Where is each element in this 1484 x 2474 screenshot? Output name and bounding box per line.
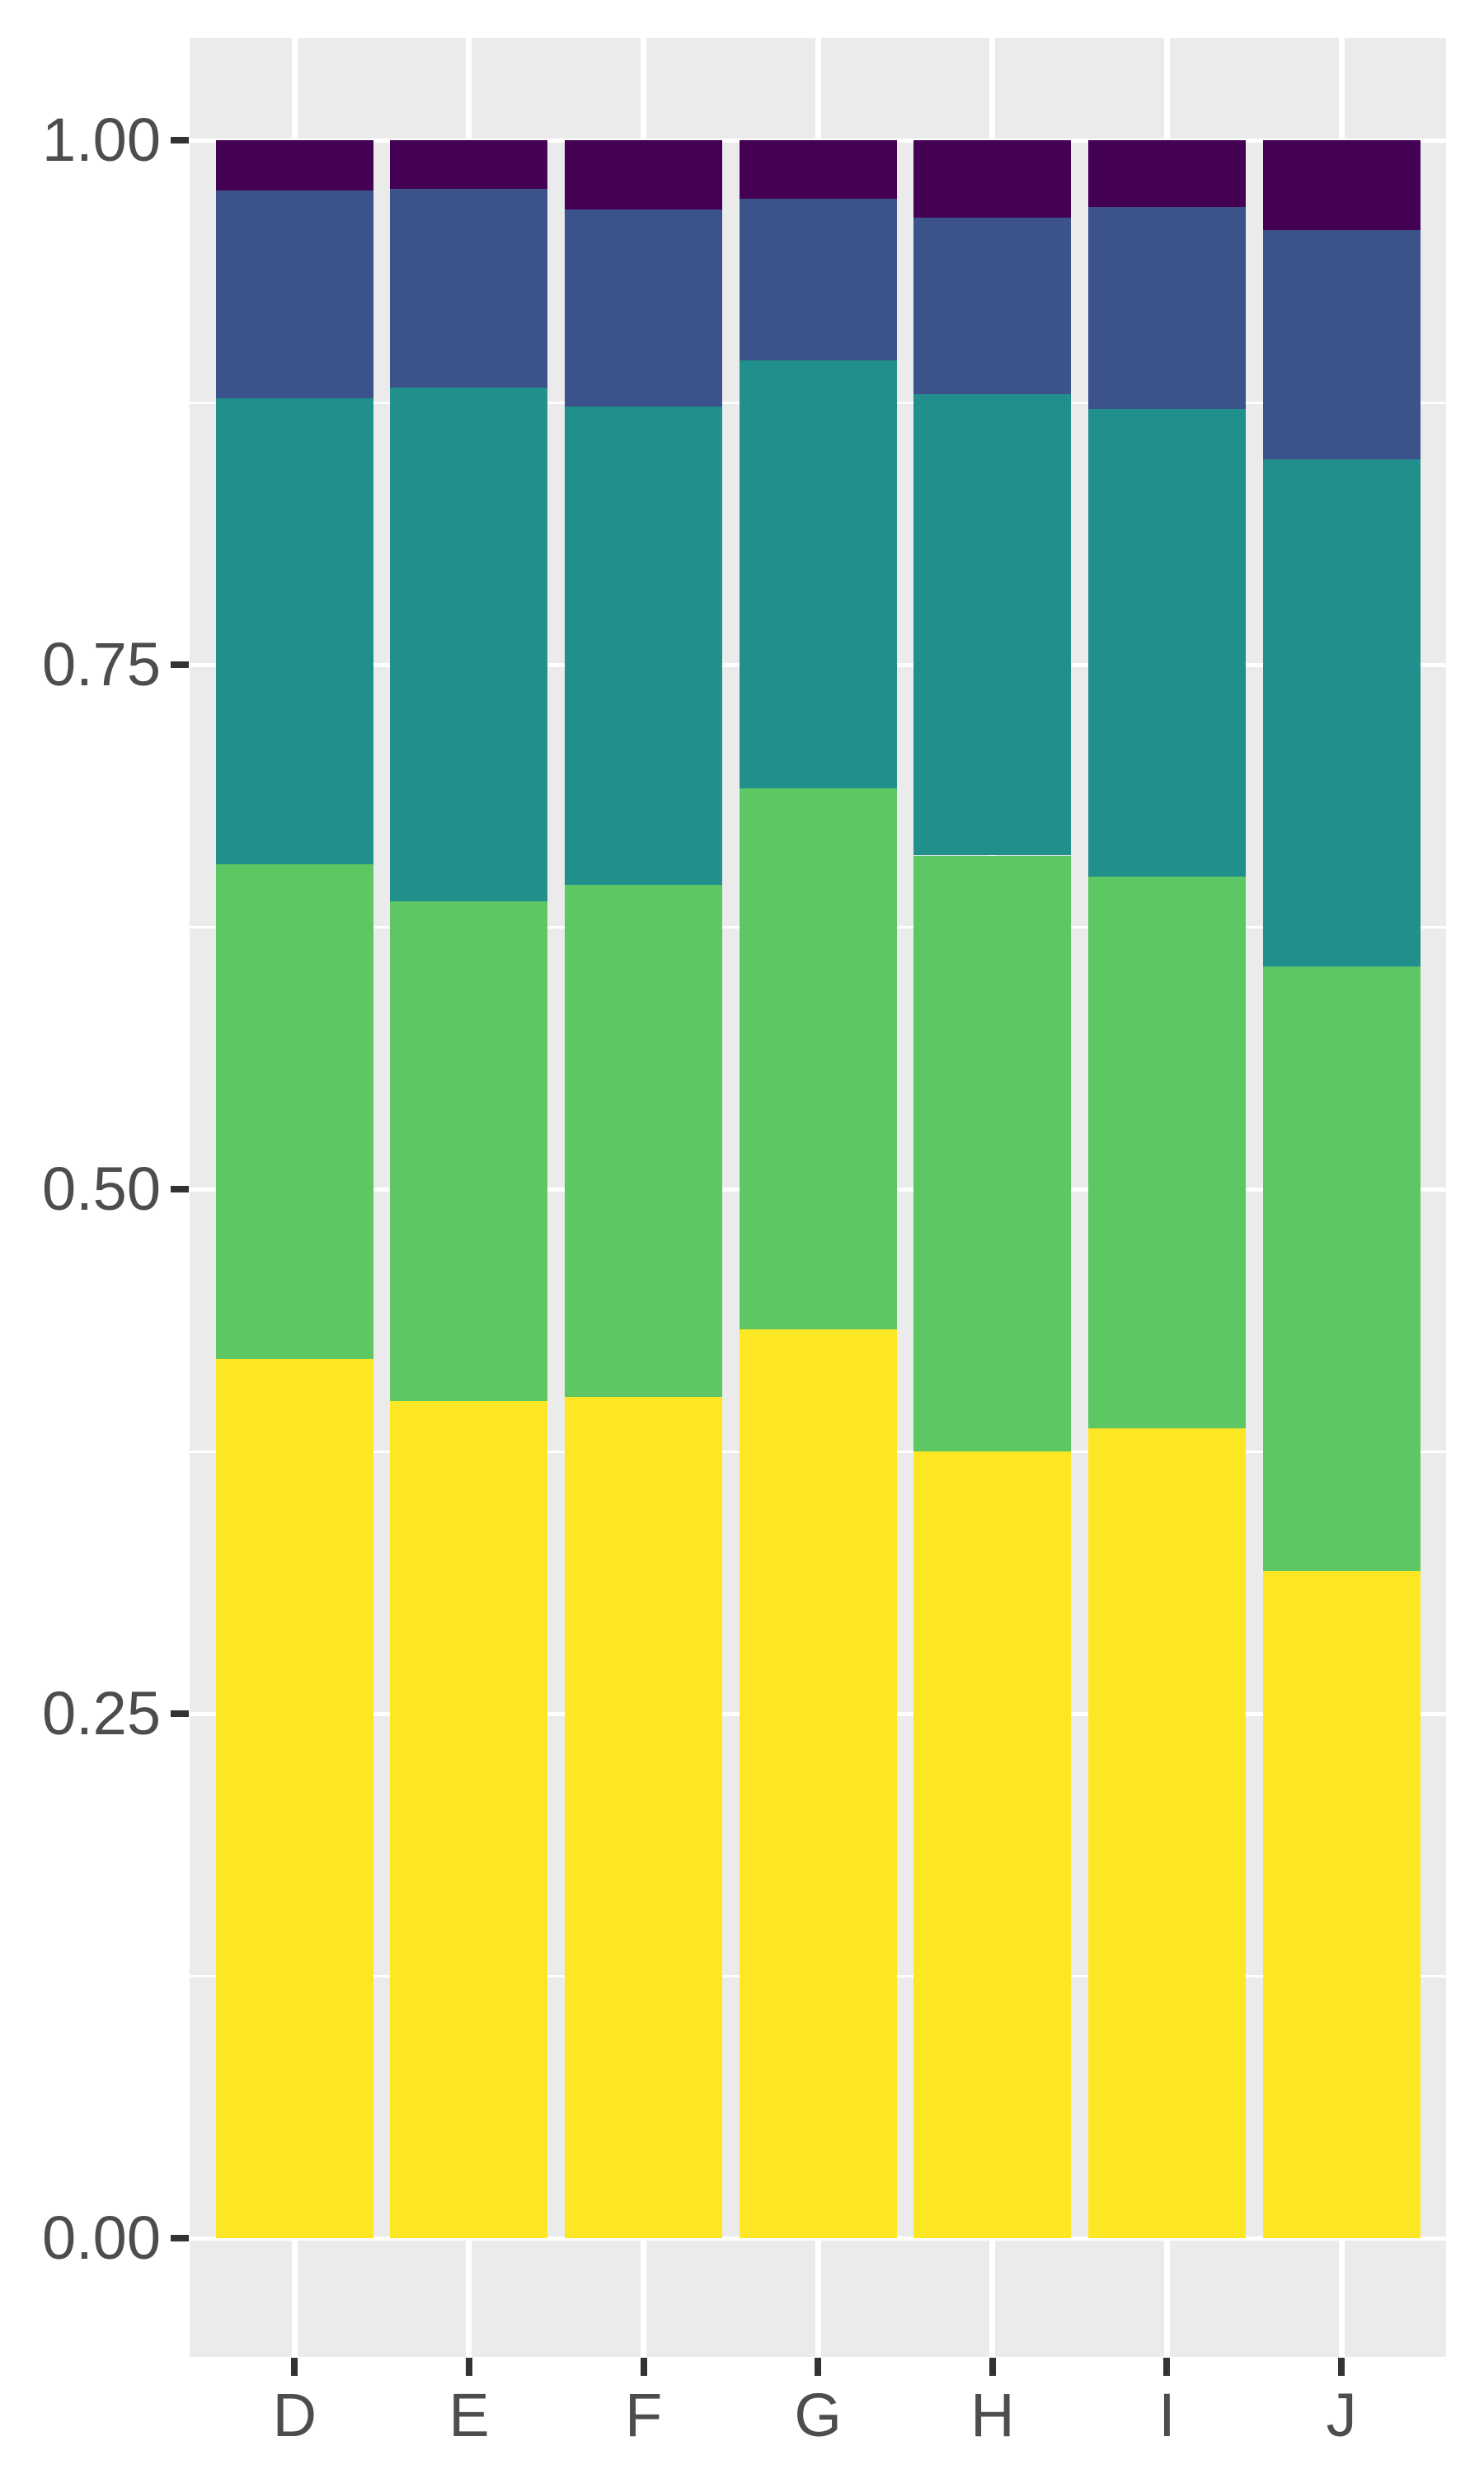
bar-segment-E-segment-3-teal [390,388,548,902]
bar-segment-J-segment-4-blue [1262,230,1421,459]
bar-segment-I-segment-4-blue [1087,207,1246,409]
x-axis-tick-label: J [1326,2381,1357,2449]
bar-segment-F-segment-3-teal [565,407,723,886]
bar-segment-J-segment-2-green [1262,967,1421,1571]
bar-segment-F-segment-4-blue [565,209,723,407]
bar-segment-D-segment-4-blue [215,190,373,398]
x-axis-tick [989,2358,996,2376]
bar-segment-H-segment-4-blue [913,218,1072,394]
x-axis-tick [1163,2358,1171,2376]
x-axis-tick-label: H [970,2381,1015,2449]
y-axis-tick-label: 0.25 [41,1679,161,1747]
bar-segment-J-segment-1-yellow [1262,1571,1421,2238]
bar-segment-H-segment-2-green [913,855,1072,1451]
y-axis-tick-label: 1.00 [41,106,161,174]
bar-segment-H-segment-1-yellow [913,1451,1072,2238]
bar-segment-F-segment-1-yellow [565,1396,723,2238]
bar-segment-I-segment-1-yellow [1087,1428,1246,2238]
y-axis-tick [171,137,189,143]
bar-segment-E-segment-2-green [390,901,548,1401]
y-axis-tick-label: 0.75 [41,630,161,698]
x-axis-tick [815,2358,822,2376]
bar-segment-G-segment-2-green [739,788,897,1330]
x-axis-tick [1338,2358,1345,2376]
y-axis-tick [171,661,189,668]
bar-segment-E-segment-1-yellow [390,1400,548,2238]
x-axis-tick-label: F [624,2381,663,2449]
bar-segment-E-segment-4-blue [390,188,548,388]
x-axis-tick-label: D [272,2381,317,2449]
bar-segment-I-segment-2-green [1087,876,1246,1428]
x-axis-tick [291,2358,298,2376]
y-axis-tick [171,2235,189,2241]
bar-segment-H-segment-3-teal [913,393,1072,856]
x-axis-tick-label: G [794,2381,842,2449]
y-axis-tick-label: 0.00 [41,2204,161,2272]
bar-segment-G-segment-4-blue [739,199,897,361]
bar-segment-D-segment-3-teal [215,397,373,864]
bar-segment-I-segment-3-teal [1087,408,1246,877]
bar-segment-J-segment-3-teal [1262,459,1421,967]
y-axis-tick [171,1710,189,1717]
x-axis-tick [640,2358,647,2376]
bar-segment-G-segment-3-teal [739,360,897,789]
bar-segment-F-segment-2-green [565,885,723,1397]
bar-segment-G-segment-1-yellow [739,1329,897,2238]
bar-segment-G-segment-5-purple [739,140,897,200]
x-axis-tick [465,2358,472,2376]
bar-segment-H-segment-5-purple [913,140,1072,219]
x-axis-tick-label: E [448,2381,490,2449]
bar-segment-I-segment-5-purple [1087,140,1246,208]
bar-segment-D-segment-1-yellow [215,1359,373,2238]
y-axis-tick-label: 0.50 [41,1155,161,1223]
bar-segment-J-segment-5-purple [1262,140,1421,231]
bar-segment-D-segment-5-purple [215,140,373,191]
bar-segment-F-segment-5-purple [565,140,723,209]
bar-segment-D-segment-2-green [215,863,373,1360]
y-axis-tick [171,1186,189,1192]
bar-segment-E-segment-5-purple [390,140,548,189]
x-axis-tick-label: I [1158,2381,1176,2449]
